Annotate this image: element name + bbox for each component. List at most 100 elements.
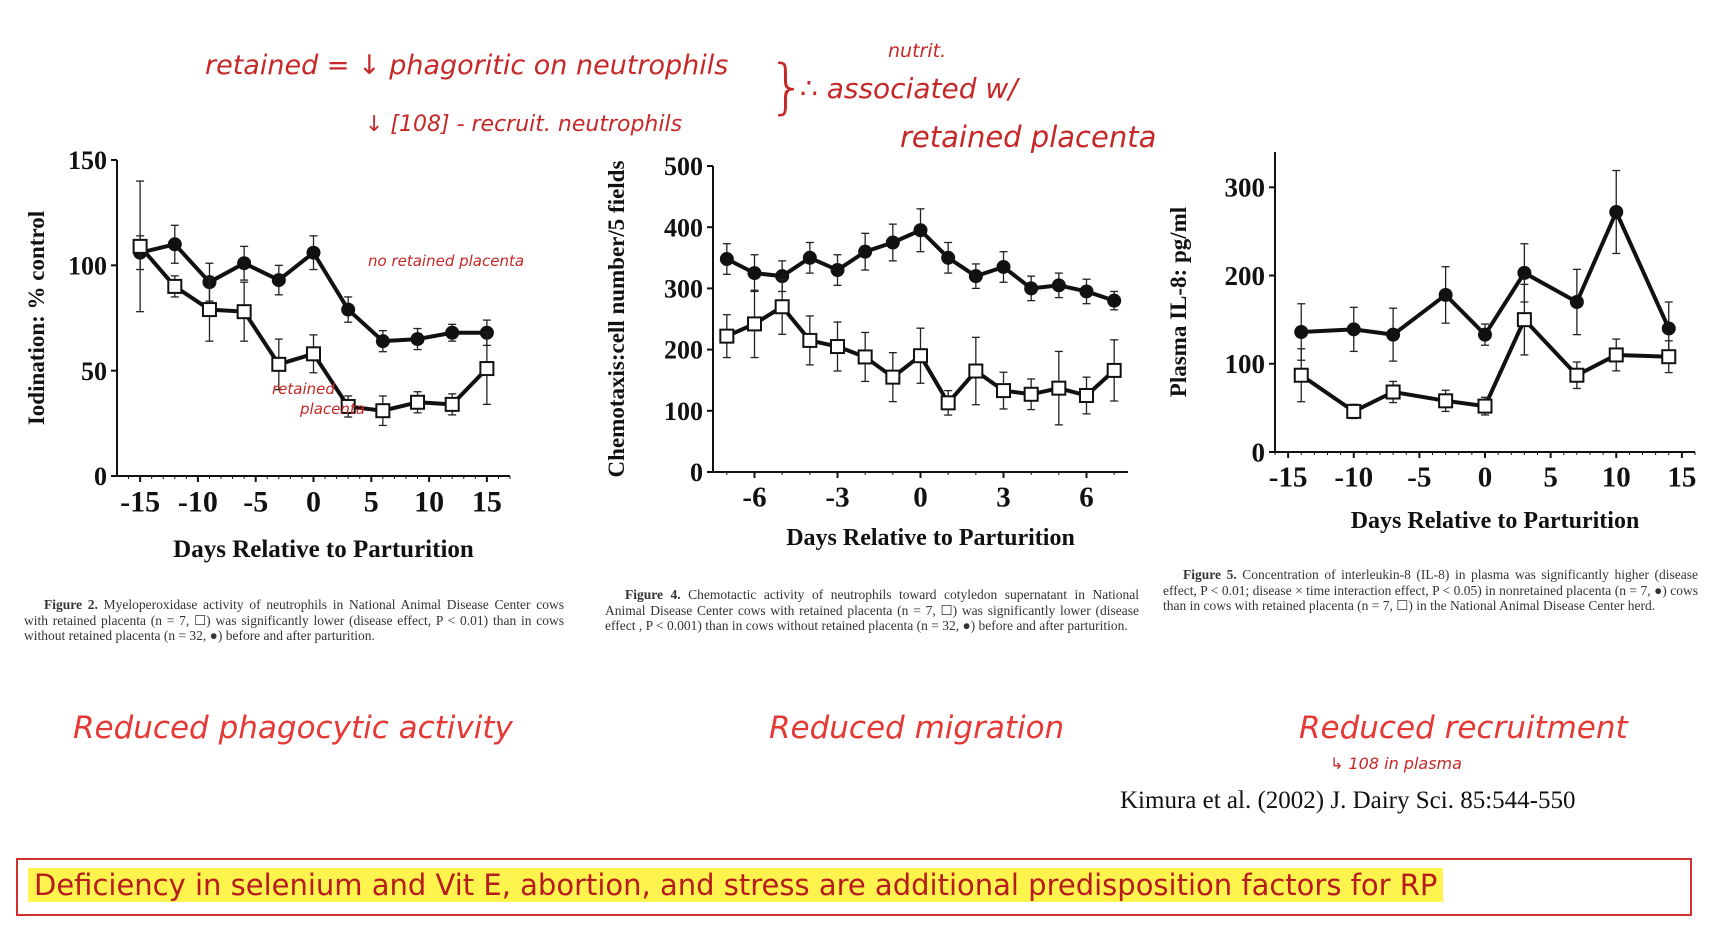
data-point-square — [1293, 367, 1309, 383]
data-point-square — [1346, 403, 1362, 419]
data-point-square — [1051, 380, 1067, 396]
data-point-square — [410, 394, 426, 410]
heading-recruitment: Reduced recruitment — [1299, 710, 1628, 746]
x-tick-label: 3 — [996, 482, 1011, 514]
figure-5-caption-text: Concentration of interleukin-8 (IL-8) in… — [1163, 567, 1699, 613]
data-point-square — [132, 238, 148, 254]
annotation-no-retained-placenta: no retained placenta — [368, 252, 525, 270]
data-point-square — [774, 299, 790, 315]
data-point-circle — [445, 325, 460, 340]
data-point-square — [1079, 388, 1094, 403]
data-point-square — [830, 339, 845, 355]
heading-phagocytic: Reduced phagocytic activity — [73, 710, 513, 746]
data-point-square — [1477, 398, 1493, 414]
x-tick-label: -5 — [1407, 462, 1431, 494]
annotation-brace: } — [768, 52, 807, 122]
x-tick-label: -10 — [1334, 462, 1373, 494]
y-tick-label: 500 — [664, 152, 703, 181]
figure-4-label: Figure 4. — [625, 587, 681, 602]
y-axis-label: Chemotaxis:cell number/5 fields — [604, 161, 629, 478]
data-point-circle — [747, 266, 762, 281]
data-point-square — [271, 356, 287, 372]
data-point-circle — [1107, 293, 1122, 308]
y-tick-label: 0 — [1252, 437, 1266, 467]
data-point-square — [968, 363, 984, 379]
data-point-square — [1106, 362, 1122, 378]
figure-2-caption: Figure 2. Myeloperoxidase activity of ne… — [24, 597, 564, 644]
data-point-circle — [1661, 321, 1676, 336]
data-point-circle — [1569, 295, 1584, 309]
data-point-square — [1023, 386, 1039, 402]
annotation-associated: ∴ associated w/ — [800, 72, 1018, 105]
figure-2-caption-text: Myeloperoxidase activity of neutrophils … — [24, 597, 564, 643]
data-point-square — [747, 316, 762, 332]
data-point-circle — [410, 332, 425, 347]
data-point-circle — [1294, 325, 1309, 339]
data-point-square — [1385, 384, 1401, 400]
x-tick-label: -15 — [1269, 462, 1308, 494]
y-tick-label: 100 — [1225, 349, 1266, 379]
figure-5-caption: Figure 5. Concentration of interleukin-8… — [1163, 567, 1698, 614]
figure-4-caption: Figure 4. Chemotactic activity of neutro… — [605, 587, 1139, 634]
data-point-square — [479, 361, 495, 377]
series-line-nonretained — [1301, 210, 1671, 337]
data-point-square — [1438, 393, 1454, 409]
data-point-circle — [341, 302, 356, 317]
y-axis-label: Iodination: % control — [24, 211, 49, 425]
x-tick-label: 0 — [1478, 462, 1493, 494]
annotation-placenta: placenta — [300, 400, 365, 418]
x-tick-label: 10 — [414, 486, 444, 519]
data-point-circle — [1478, 327, 1492, 342]
data-point-circle — [968, 269, 983, 284]
data-point-square — [1661, 349, 1677, 365]
data-point-circle — [306, 245, 321, 260]
data-point-square — [444, 396, 460, 412]
y-tick-label: 400 — [664, 213, 703, 242]
y-tick-label: 150 — [68, 146, 107, 175]
y-tick-label: 300 — [1225, 173, 1266, 203]
figure-5-chart: 0 100 200 300 -15 -10 -5 0 5 10 15 Days Relative to… — [1166, 152, 1696, 534]
y-axis-label: Plasma IL-8: pg/ml — [1166, 207, 1191, 397]
annotation-retained: retained — [272, 380, 335, 398]
data-point-square — [1569, 367, 1585, 383]
data-point-square — [201, 302, 217, 318]
x-axis-label: Days Relative to Parturition — [786, 525, 1075, 551]
annotation-nutrit: nutrit. — [888, 40, 947, 62]
x-tick-label: 5 — [1543, 462, 1558, 494]
annotation-108-plasma: ↳ 108 in plasma — [1330, 754, 1462, 773]
x-tick-label: -6 — [742, 482, 766, 514]
data-point-square — [857, 349, 873, 365]
data-point-circle — [1024, 281, 1039, 296]
data-point-circle — [913, 223, 928, 238]
data-point-circle — [1079, 284, 1094, 299]
summary-banner: Deficiency in selenium and Vit E, aborti… — [16, 858, 1692, 916]
data-point-square — [306, 346, 321, 362]
y-tick-label: 200 — [1225, 261, 1266, 291]
data-point-circle — [1346, 322, 1361, 337]
data-point-circle — [1386, 327, 1401, 342]
data-point-square — [375, 403, 391, 419]
data-point-square — [1608, 347, 1624, 363]
annotation-line1: retained = ↓ phagoritic on neutrophils — [205, 50, 729, 81]
data-point-circle — [271, 273, 286, 288]
data-point-square — [1516, 312, 1532, 328]
data-point-circle — [802, 250, 817, 265]
data-point-circle — [167, 237, 182, 252]
figure-2-label: Figure 2. — [44, 597, 98, 612]
data-point-square — [719, 328, 735, 344]
y-tick-label: 0 — [690, 458, 703, 487]
data-point-circle — [1517, 265, 1532, 280]
y-tick-label: 100 — [68, 251, 107, 280]
y-tick-label: 200 — [664, 336, 703, 365]
x-tick-label: -15 — [120, 486, 160, 519]
data-point-circle — [237, 256, 252, 271]
heading-migration: Reduced migration — [769, 710, 1065, 746]
data-point-square — [802, 332, 818, 348]
data-point-circle — [858, 244, 873, 259]
x-axis-label: Days Relative to Parturition — [173, 536, 474, 563]
data-point-square — [913, 348, 928, 364]
data-point-circle — [1051, 278, 1066, 293]
